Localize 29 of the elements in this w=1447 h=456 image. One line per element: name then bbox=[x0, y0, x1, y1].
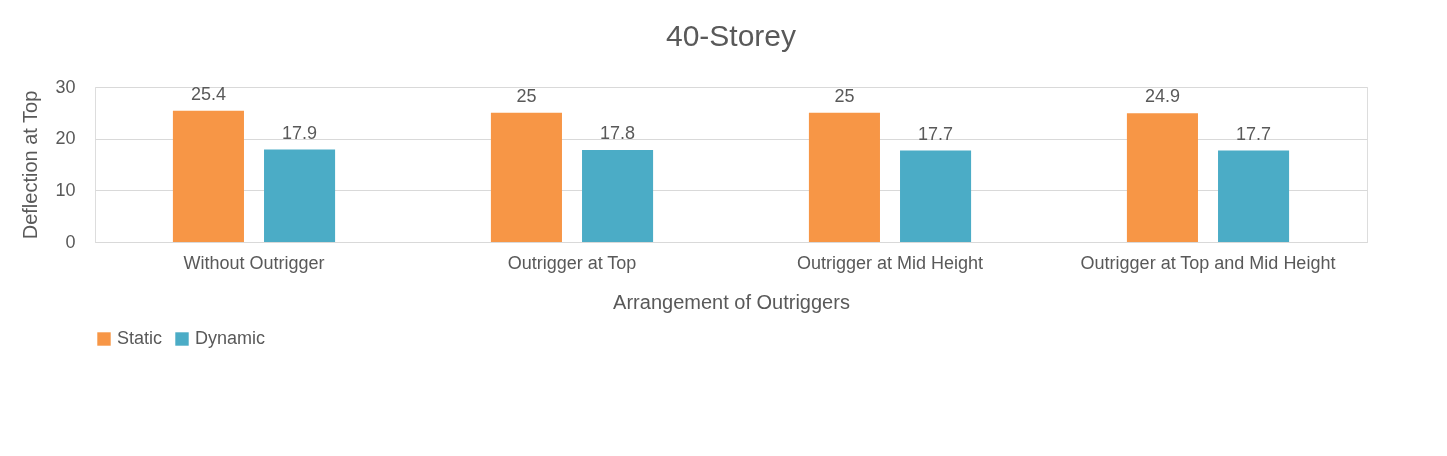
x-tick-label: Without Outrigger bbox=[183, 252, 325, 273]
data-label: 17.7 bbox=[1236, 123, 1272, 144]
y-tick-label: 20 bbox=[55, 128, 76, 149]
x-axis-title: Arrangement of Outriggers bbox=[613, 290, 850, 313]
data-label: 17.7 bbox=[918, 123, 954, 144]
x-tick-label: Outrigger at Top and Mid Height bbox=[1080, 252, 1336, 273]
x-tick-label: Outrigger at Top bbox=[507, 252, 637, 273]
bar bbox=[808, 112, 880, 242]
bar bbox=[900, 150, 972, 242]
bar bbox=[1126, 113, 1198, 242]
legend-label: Dynamic bbox=[195, 328, 266, 348]
bar bbox=[1218, 150, 1290, 242]
data-label: 25 bbox=[834, 85, 855, 106]
y-tick-label: 10 bbox=[55, 179, 76, 200]
data-label: 25.4 bbox=[190, 83, 226, 104]
legend-label: Static bbox=[117, 328, 163, 348]
x-tick-label: Outrigger at Mid Height bbox=[796, 252, 984, 273]
y-tick-label: 30 bbox=[55, 76, 76, 97]
data-label: 17.9 bbox=[282, 122, 318, 143]
bar bbox=[264, 149, 336, 242]
chart-title: 40-Storey bbox=[665, 19, 797, 52]
y-axis-title: Deflection at Top bbox=[19, 90, 42, 240]
bar bbox=[582, 150, 654, 242]
bar bbox=[172, 110, 244, 242]
bar bbox=[490, 112, 562, 242]
data-label: 24.9 bbox=[1144, 86, 1180, 107]
data-label: 17.8 bbox=[600, 123, 636, 144]
y-tick-label: 0 bbox=[65, 231, 76, 252]
data-label: 25 bbox=[516, 85, 537, 106]
